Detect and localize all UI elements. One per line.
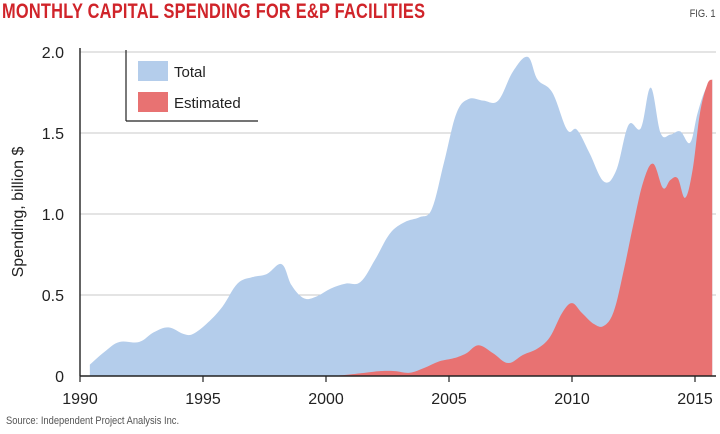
series-area-estimated xyxy=(333,79,713,376)
y-tick-label: 2.0 xyxy=(42,45,64,62)
y-tick-label: 1.5 xyxy=(42,126,64,143)
legend: Total Estimated xyxy=(125,50,258,122)
legend-swatch-total xyxy=(138,61,168,81)
x-tick-label: 2015 xyxy=(677,391,713,408)
x-tick-label: 2000 xyxy=(308,391,344,408)
x-tick-label: 1995 xyxy=(185,391,221,408)
legend-label-estimated: Estimated xyxy=(174,95,241,112)
series-area-total xyxy=(89,56,713,377)
x-tick-label: 1990 xyxy=(62,391,98,408)
y-tick-label: 0 xyxy=(55,369,64,386)
legend-swatch-estimated xyxy=(138,92,168,112)
chart-title: MONTHLY CAPITAL SPENDING FOR E&P FACILIT… xyxy=(2,0,426,23)
legend-label-total: Total xyxy=(174,64,206,81)
y-tick-label: 1.0 xyxy=(42,207,64,224)
figure-label: FIG. 1 xyxy=(690,8,716,20)
y-axis-label: Spending, billion $ xyxy=(10,147,27,278)
axes: 0 0.5 1.0 1.5 2.0 1990 1995 2000 2005 2010 2015 xyxy=(42,45,716,408)
x-tick-label: 2010 xyxy=(554,391,590,408)
x-tick-label: 2005 xyxy=(431,391,467,408)
y-tick-label: 0.5 xyxy=(42,288,64,305)
source-note: Source: Independent Project Analysis Inc… xyxy=(6,415,180,427)
